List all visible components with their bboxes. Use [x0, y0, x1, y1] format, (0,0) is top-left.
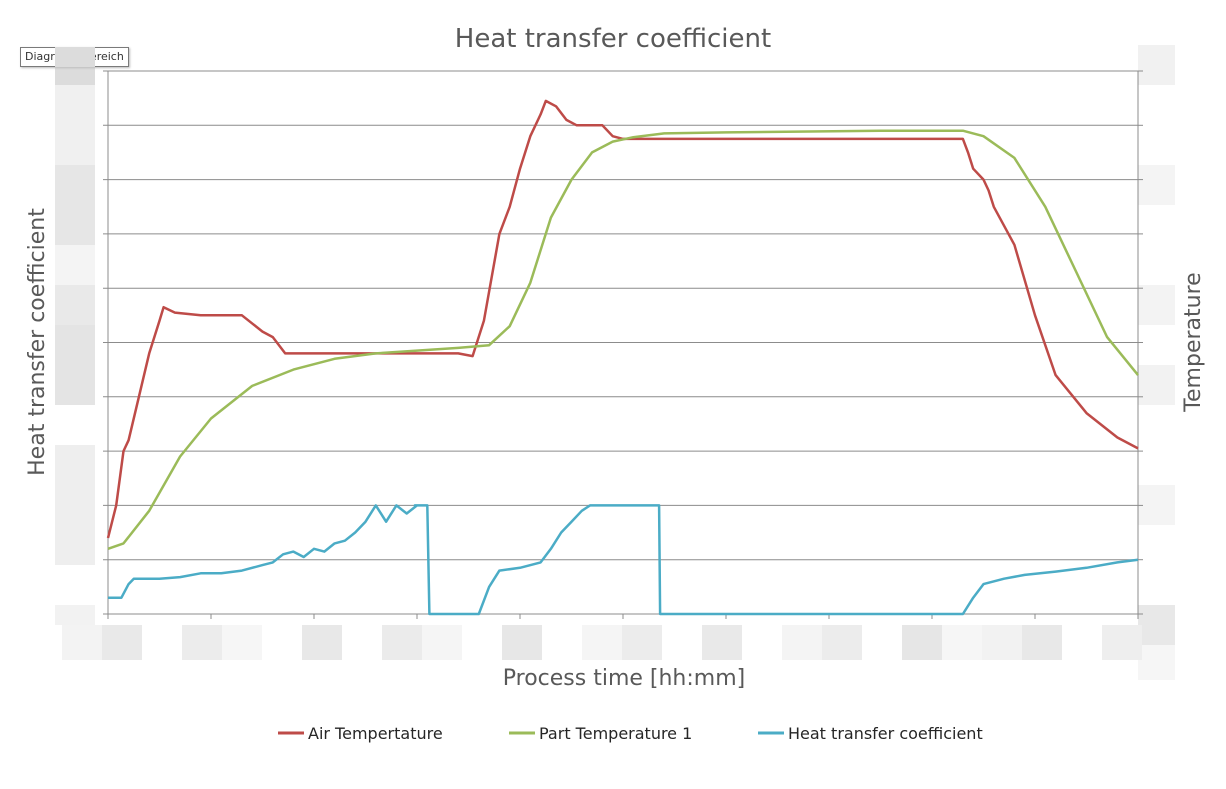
series-line-3[interactable] [108, 504, 1139, 616]
legend: Air Tempertature Part Temperature 1 Heat t… [278, 724, 983, 743]
tooltip-censor [55, 47, 95, 67]
chart-title: Heat transfer coefficient [455, 24, 771, 54]
series-lines [106, 99, 1139, 616]
x-axis-label: Process time [hh:mm] [503, 666, 745, 691]
legend-label-1: Air Tempertature [308, 724, 443, 743]
censored-x-tick-labels [62, 625, 1142, 660]
censored-right-tick-labels [1138, 45, 1175, 680]
series-line-1[interactable] [106, 99, 1139, 539]
y-axis-right-label: Temperature [1181, 272, 1206, 412]
axes [107, 70, 1143, 619]
y-axis-left-label: Heat transfer coefficient [25, 208, 50, 476]
legend-label-3: Heat transfer coefficient [788, 724, 983, 743]
series-line-2[interactable] [107, 129, 1139, 550]
censored-left-tick-labels [55, 47, 95, 625]
legend-label-2: Part Temperature 1 [539, 724, 692, 743]
